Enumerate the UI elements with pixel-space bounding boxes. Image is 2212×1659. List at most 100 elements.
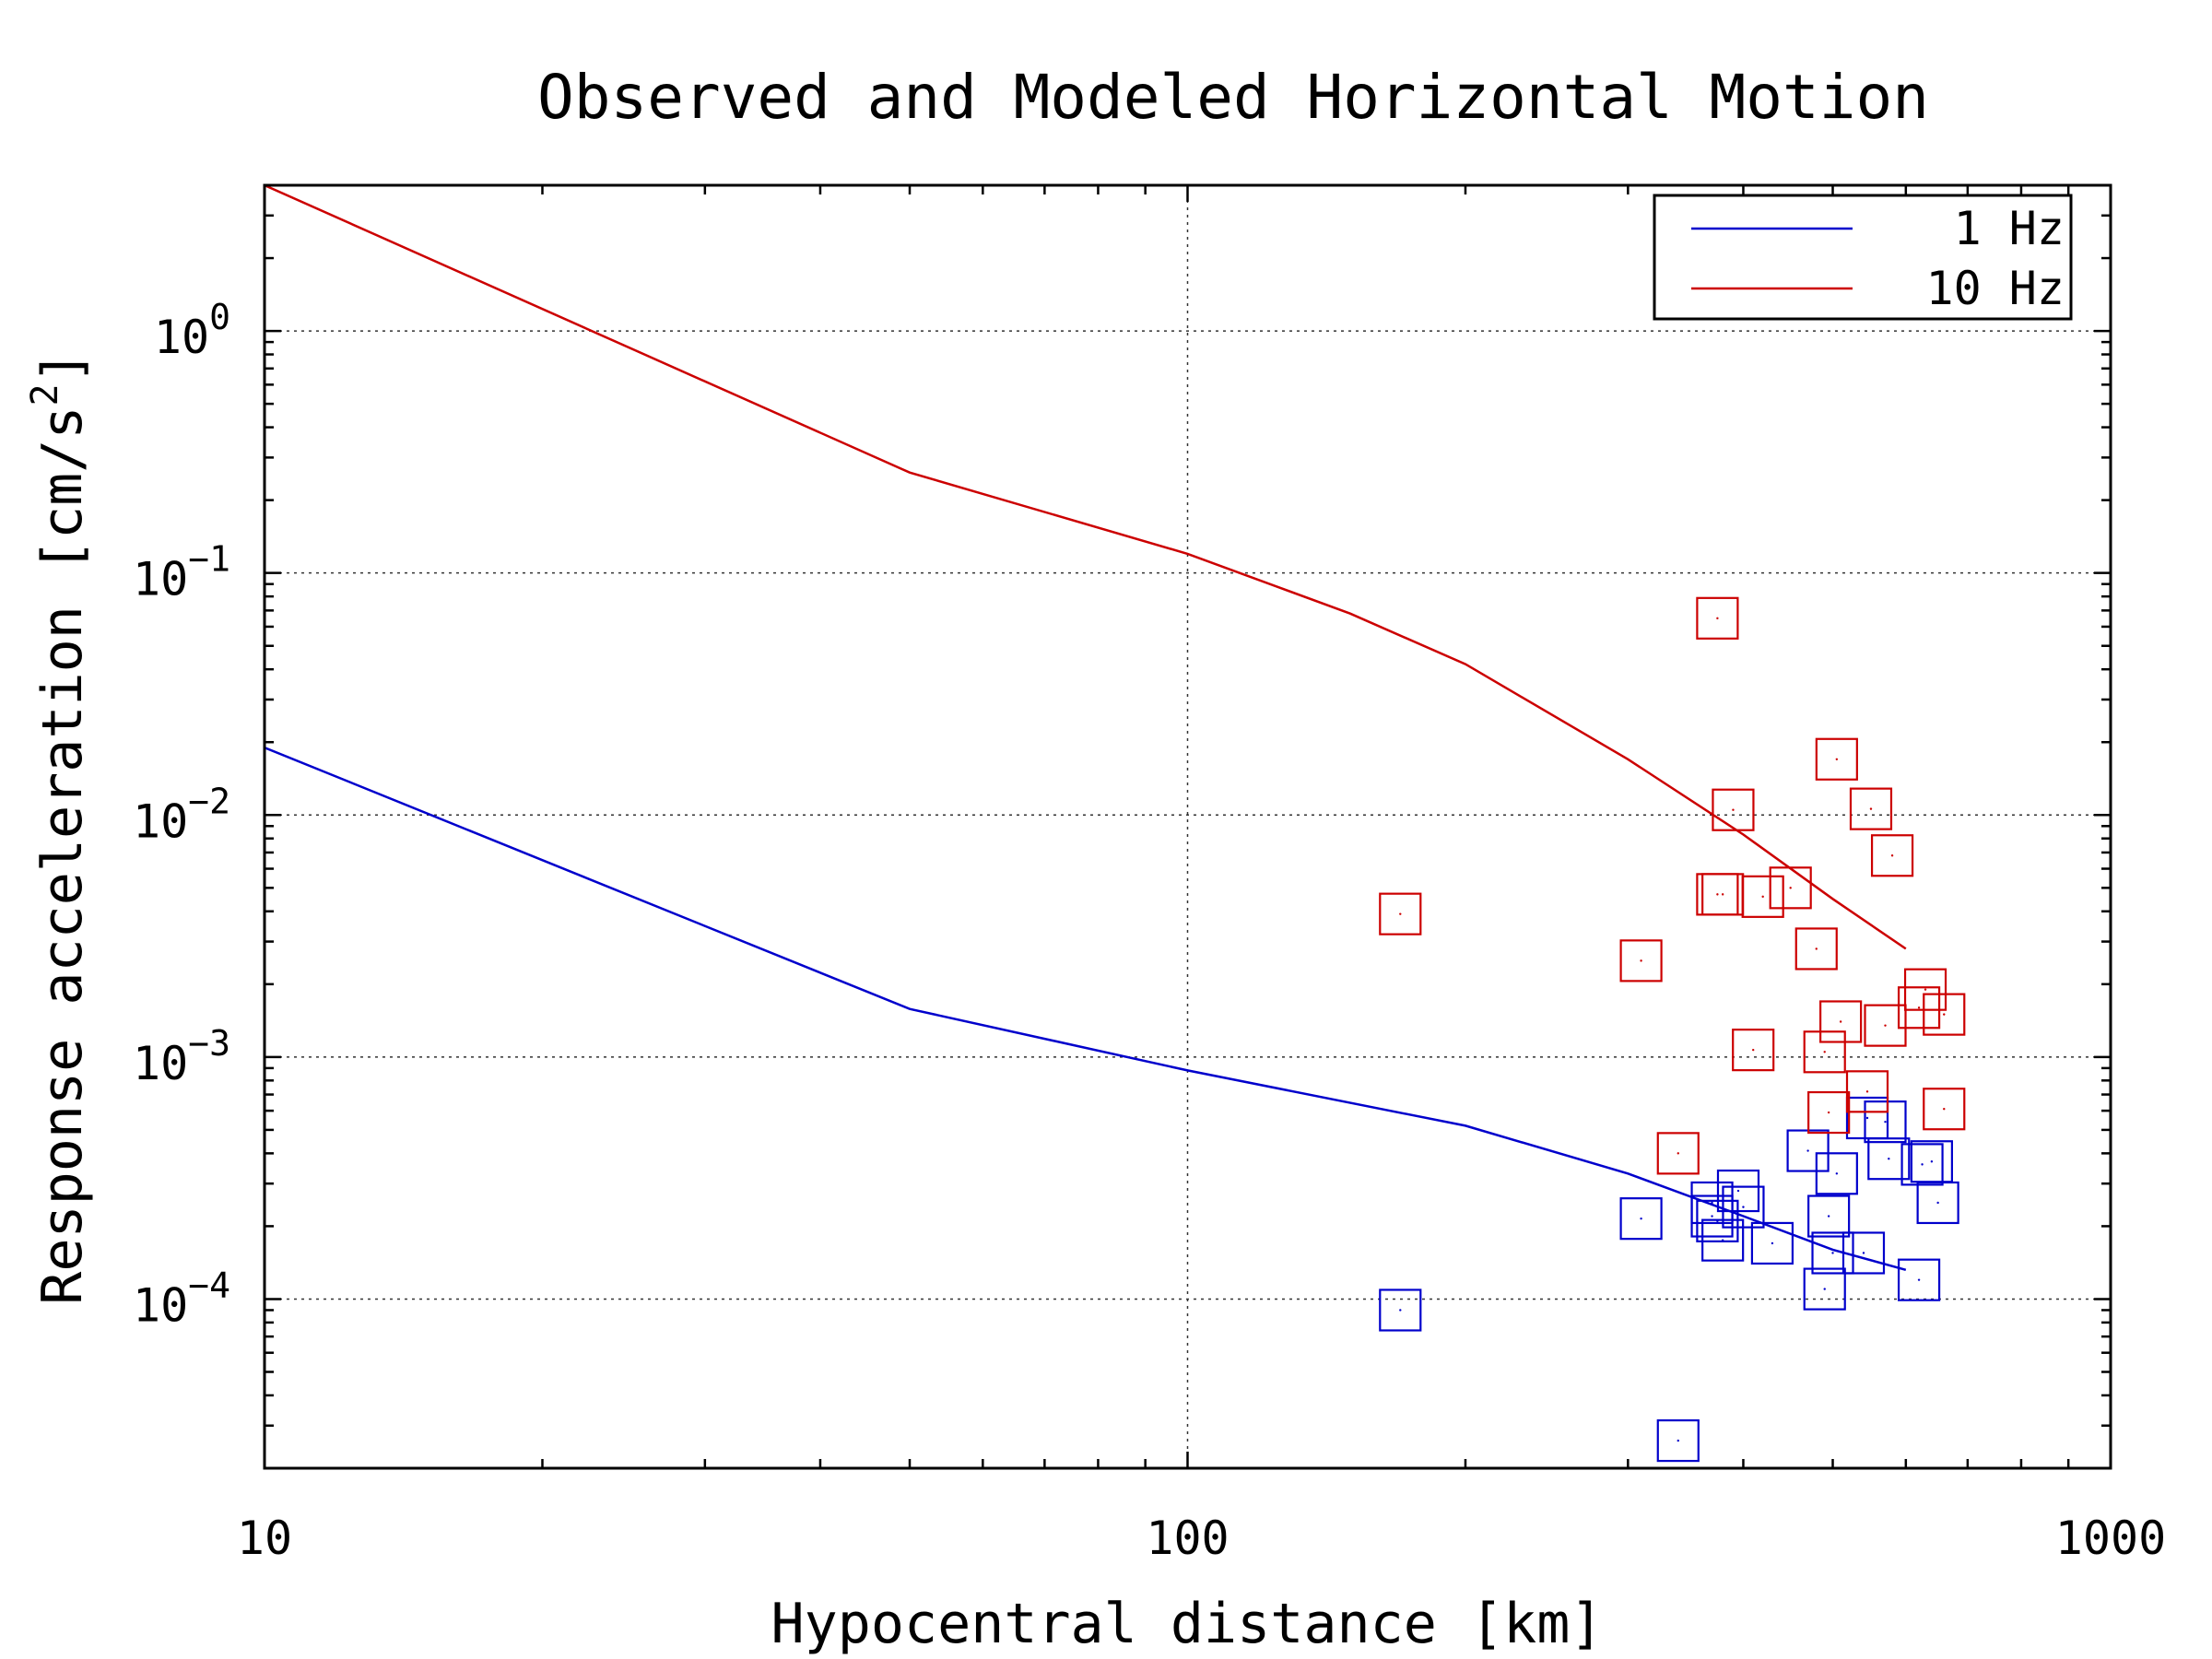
- observed-point-center-1hz: [1823, 1288, 1826, 1290]
- observed-point-center-1hz: [1921, 1163, 1924, 1166]
- observed-point-center-1hz: [1771, 1241, 1774, 1245]
- observed-point-10hz: [1619, 939, 1663, 982]
- observed-point-10hz: [1741, 875, 1784, 918]
- observed-point-10hz: [1815, 737, 1858, 781]
- observed-point-center-1hz: [1711, 1215, 1713, 1218]
- y-tick-label: 100: [154, 297, 230, 364]
- observed-point-1hz: [1803, 1267, 1846, 1311]
- y-tick-base: 10: [133, 1037, 188, 1090]
- observed-point-center-10hz: [1399, 912, 1402, 915]
- model-line-10hz: [265, 185, 1907, 950]
- observed-point-center-10hz: [1640, 959, 1642, 962]
- observed-point-10hz: [1379, 892, 1422, 935]
- observed-point-10hz: [1732, 1029, 1775, 1072]
- y-tick-base: 10: [133, 553, 188, 606]
- y-tick-base: 10: [133, 1278, 188, 1332]
- legend: 1 Hz 10 Hz: [1653, 194, 2073, 321]
- observed-point-1hz: [1867, 1137, 1911, 1181]
- observed-point-center-1hz: [1930, 1160, 1934, 1163]
- observed-point-10hz: [1819, 1000, 1863, 1043]
- legend-box: [1653, 194, 2073, 321]
- y-tick-label: 10−3: [133, 1023, 230, 1090]
- x-tick-label: 10: [237, 1512, 292, 1565]
- observed-point-center-10hz: [1917, 1006, 1921, 1009]
- x-tick-label: 100: [1146, 1512, 1229, 1565]
- observed-point-center-10hz: [1823, 1051, 1826, 1053]
- observed-point-1hz: [1845, 1096, 1889, 1140]
- observed-point-1hz: [1864, 1100, 1907, 1144]
- observed-point-center-1hz: [1862, 1252, 1865, 1254]
- observed-point-10hz: [1903, 968, 1947, 1011]
- observed-point-10hz: [1712, 788, 1755, 831]
- observed-point-center-10hz: [1839, 1020, 1842, 1023]
- y-axis-label: Response acceleration [cm/s2]: [24, 350, 95, 1305]
- legend-label-10hz: 10 Hz: [1925, 262, 2065, 315]
- observed-point-10hz: [1923, 993, 1966, 1036]
- observed-point-10hz: [1897, 986, 1941, 1030]
- observed-point-1hz: [1916, 1181, 1959, 1225]
- observed-point-center-10hz: [1677, 1152, 1679, 1155]
- observed-point-center-10hz: [1943, 1108, 1946, 1111]
- observed-point-1hz: [1656, 1418, 1700, 1463]
- series-layer: [265, 185, 1966, 1463]
- observed-point-center-1hz: [1677, 1439, 1679, 1442]
- observed-point-10hz: [1845, 1070, 1889, 1113]
- observed-point-10hz: [1656, 1132, 1700, 1175]
- y-tick-exponent: −3: [188, 1023, 230, 1064]
- observed-point-center-1hz: [1711, 1201, 1713, 1205]
- observed-point-center-10hz: [1721, 893, 1724, 896]
- grid: [265, 185, 2111, 1468]
- observed-point-10hz: [1794, 927, 1838, 971]
- observed-point-center-1hz: [1884, 1120, 1887, 1124]
- y-tick-exponent: −1: [188, 539, 230, 580]
- observed-point-1hz: [1716, 1169, 1760, 1213]
- observed-point-10hz: [1769, 866, 1812, 910]
- observed-point-center-1hz: [1806, 1149, 1809, 1152]
- observed-point-1hz: [1722, 1185, 1765, 1229]
- observed-point-center-1hz: [1827, 1215, 1830, 1218]
- observed-point-10hz: [1849, 787, 1893, 830]
- observed-point-center-1hz: [1399, 1309, 1402, 1312]
- observed-point-center-10hz: [1890, 854, 1894, 857]
- observed-point-center-1hz: [1888, 1158, 1890, 1160]
- observed-point-center-1hz: [1831, 1252, 1834, 1254]
- observed-point-center-10hz: [1815, 947, 1818, 950]
- observed-point-center-1hz: [1742, 1206, 1745, 1208]
- observed-point-center-10hz: [1827, 1111, 1830, 1114]
- observed-point-10hz: [1803, 1030, 1846, 1074]
- observed-point-center-1hz: [1640, 1217, 1642, 1220]
- legend-label-1hz: 1 Hz: [1954, 202, 2065, 255]
- observed-point-center-10hz: [1865, 1090, 1869, 1093]
- observed-point-1hz: [1750, 1221, 1794, 1265]
- observed-point-center-10hz: [1835, 758, 1839, 760]
- y-tick-label: 10−1: [133, 539, 230, 606]
- y-axis-label-main: Response acceleration [cm/s: [30, 406, 95, 1304]
- y-tick-label: 10−2: [133, 781, 230, 848]
- observed-point-1hz: [1807, 1194, 1851, 1238]
- observed-point-center-1hz: [1835, 1172, 1839, 1175]
- y-tick-base: 10: [154, 311, 209, 364]
- observed-point-10hz: [1696, 596, 1739, 640]
- observed-point-center-10hz: [1869, 807, 1873, 810]
- observed-point-1hz: [1690, 1194, 1734, 1238]
- observed-point-center-10hz: [1924, 988, 1927, 991]
- chart-title: Observed and Modeled Horizontal Motion: [537, 62, 1929, 133]
- observed-point-1hz: [1897, 1258, 1941, 1301]
- y-axis-label-end: ]: [30, 350, 95, 383]
- observed-point-10hz: [1864, 1004, 1907, 1047]
- x-tick-labels: 10 100 1000: [237, 1512, 2166, 1565]
- observed-point-center-10hz: [1884, 1024, 1887, 1027]
- plot-frame: [263, 183, 2112, 1470]
- observed-point-center-10hz: [1716, 893, 1719, 896]
- model-line-1hz: [265, 746, 1907, 1272]
- observed-point-center-1hz: [1917, 1278, 1921, 1281]
- observed-point-center-1hz: [1721, 1239, 1724, 1241]
- observed-point-center-10hz: [1732, 808, 1735, 811]
- observed-point-center-1hz: [1865, 1116, 1869, 1120]
- observed-point-1hz: [1841, 1231, 1886, 1275]
- y-tick-base: 10: [133, 794, 188, 848]
- observed-point-1hz: [1811, 1231, 1854, 1275]
- observed-point-center-1hz: [1736, 1189, 1740, 1193]
